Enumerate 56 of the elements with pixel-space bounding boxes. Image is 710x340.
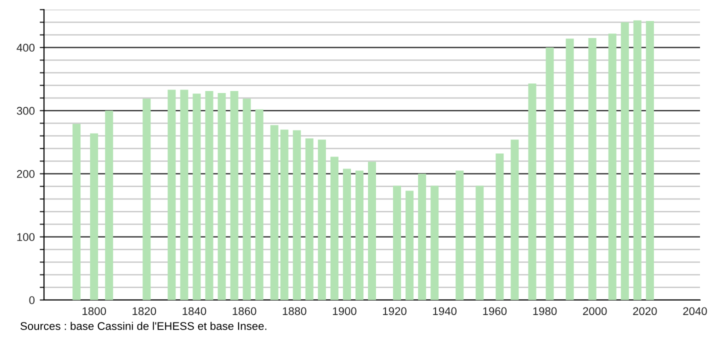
source-note: Sources : base Cassini de l'EHESS et base Insee. (20, 322, 266, 330)
x-tick-label: 1940 (433, 307, 457, 316)
bar (608, 34, 616, 300)
bar (90, 133, 98, 300)
bar (330, 156, 338, 300)
bar (566, 38, 574, 300)
bar (242, 98, 251, 300)
bar (168, 90, 176, 300)
x-tick-label: 1960 (483, 307, 507, 316)
bar (418, 174, 426, 300)
bar (292, 130, 301, 300)
x-tick-label: 1840 (182, 307, 206, 316)
y-tick-label: 400 (16, 44, 35, 52)
x-tick-label: 1980 (533, 307, 557, 316)
bar (205, 91, 214, 300)
bar (280, 130, 288, 300)
bar (342, 168, 351, 300)
bar (72, 124, 81, 300)
x-tick-label: 1880 (282, 307, 306, 316)
bar (406, 190, 414, 300)
bar (305, 138, 314, 300)
bar (393, 186, 402, 300)
x-tick-label: 2020 (633, 307, 657, 316)
y-tick-label: 200 (16, 170, 35, 178)
bar (230, 91, 238, 300)
bar (142, 98, 151, 300)
x-tick-label: 1820 (132, 307, 156, 316)
bar (546, 48, 554, 300)
bar (588, 38, 596, 300)
x-tick-label: 1860 (232, 307, 256, 316)
bar (633, 20, 642, 300)
bar (646, 20, 654, 300)
bar (105, 110, 114, 300)
bar (180, 90, 188, 300)
bar (218, 92, 226, 300)
bar (355, 170, 364, 300)
bar (368, 162, 376, 300)
bar (620, 22, 629, 300)
bar (510, 140, 519, 300)
y-tick-label: 100 (17, 233, 35, 242)
x-tick-label: 1900 (332, 307, 356, 316)
bar (456, 170, 464, 300)
bar (430, 186, 439, 300)
x-tick-label: 2040 (683, 307, 707, 316)
bar (270, 125, 278, 300)
bar (192, 94, 201, 300)
x-tick-label: 1920 (383, 307, 406, 316)
y-tick-label: 300 (16, 106, 35, 115)
bar (528, 83, 536, 300)
bar (318, 140, 326, 300)
bar (255, 109, 264, 300)
x-tick-label: 1800 (82, 307, 106, 316)
bar (496, 154, 504, 300)
x-tick-label: 2000 (583, 307, 607, 316)
y-tick-label: 0 (29, 296, 35, 304)
bar (476, 186, 484, 300)
